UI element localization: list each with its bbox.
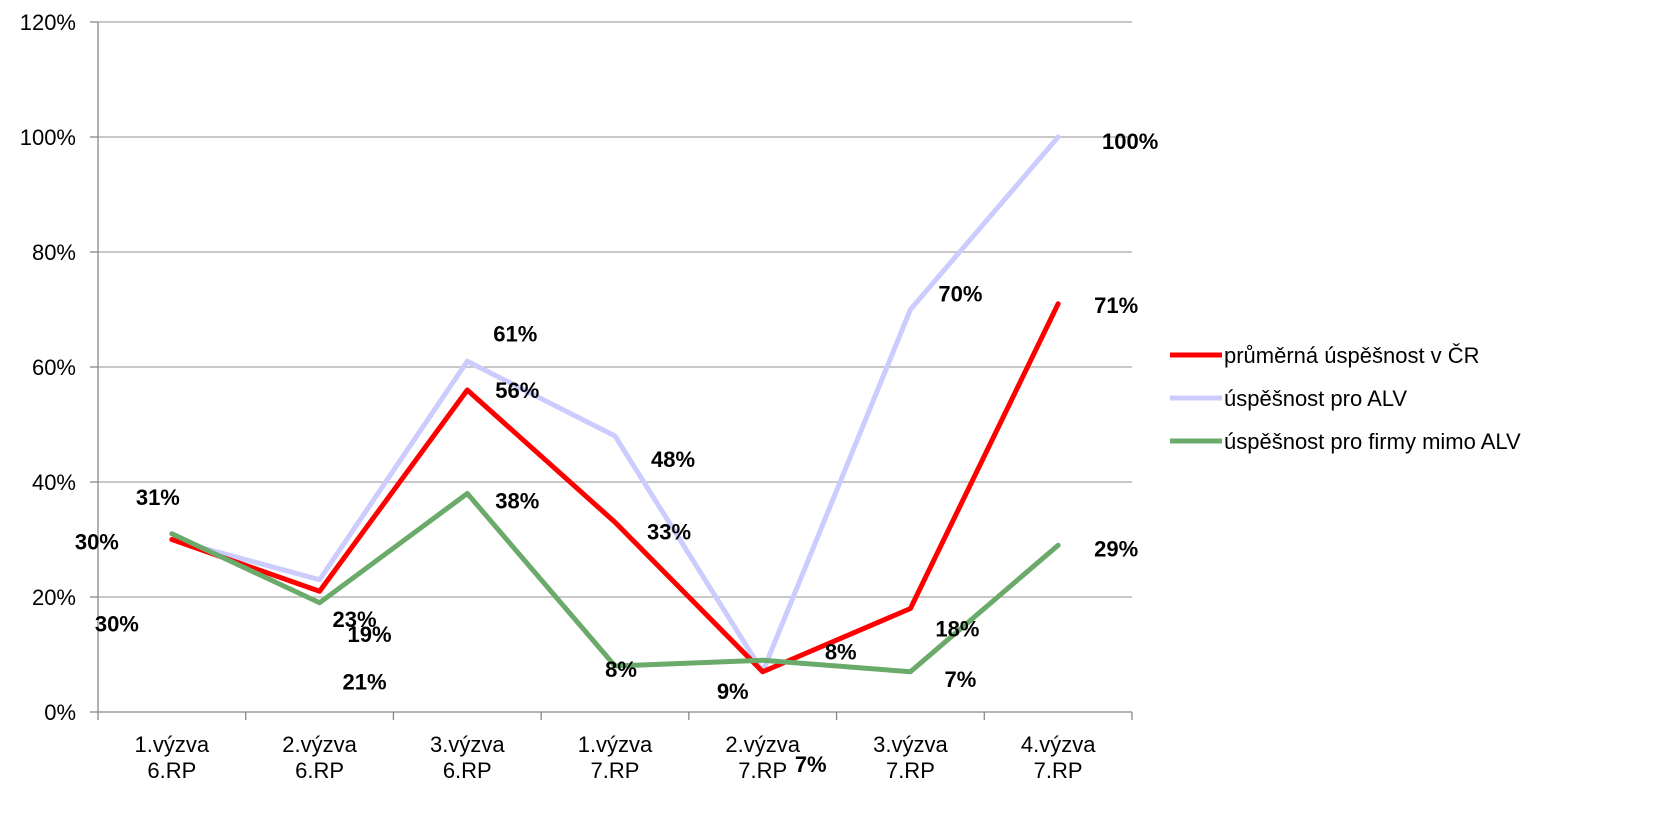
- data-label: 30%: [95, 612, 139, 637]
- x-tick-label-line: 7.RP: [591, 758, 640, 783]
- data-label: 56%: [495, 378, 539, 403]
- axes: [90, 21, 1133, 720]
- series-line-1: [169, 134, 1061, 675]
- data-label: 29%: [1094, 536, 1138, 561]
- data-label: 8%: [605, 657, 637, 682]
- y-axis-ticks: 0% 20% 40% 60% 80% 100% 120%: [20, 10, 76, 725]
- data-label: 7%: [795, 752, 827, 777]
- data-label: 23%: [333, 607, 377, 632]
- series-line-0: [169, 301, 1061, 675]
- data-label: 70%: [938, 282, 982, 307]
- x-tick-label: 3.výzva 7.RP: [873, 732, 948, 783]
- x-tick-label: 1.výzva 7.RP: [578, 732, 653, 783]
- x-axis-ticks: 1.výzva 6.RP2.výzva 6.RP3.výzva 6.RP1.výzva…: [135, 732, 1097, 783]
- x-tick-label-line: 1.výzva: [578, 732, 653, 757]
- data-label: 19%: [348, 622, 392, 647]
- y-tick-label: 100%: [20, 125, 76, 150]
- data-label: 33%: [647, 519, 691, 544]
- x-tick-label: 2.výzva 7.RP: [725, 732, 800, 783]
- y-tick-label: 20%: [32, 585, 76, 610]
- x-tick-label-line: 3.výzva: [430, 732, 505, 757]
- legend-label: průměrná úspěšnost v ČR: [1224, 343, 1480, 368]
- x-tick-label-line: 6.RP: [295, 758, 344, 783]
- data-label: 61%: [493, 321, 537, 346]
- x-tick-label: 1.výzva 6.RP: [135, 732, 210, 783]
- data-label: 9%: [717, 679, 749, 704]
- gridlines: [98, 21, 1132, 598]
- x-tick-label: 2.výzva 6.RP: [282, 732, 357, 783]
- x-tick-label: 4.výzva 7.RP: [1021, 732, 1096, 783]
- x-tick-label-line: 7.RP: [886, 758, 935, 783]
- data-label: 7%: [945, 667, 977, 692]
- data-label: 48%: [651, 447, 695, 472]
- legend: průměrná úspěšnost v ČR úspěšnost pro ALV…: [1170, 343, 1521, 454]
- series-line-2: [169, 491, 1061, 675]
- data-label: 100%: [1102, 129, 1158, 154]
- x-tick-label-line: 7.RP: [738, 758, 787, 783]
- y-tick-label: 40%: [32, 470, 76, 495]
- x-tick-label-line: 2.výzva: [282, 732, 357, 757]
- x-tick-label-line: 1.výzva: [135, 732, 210, 757]
- series-lines: [169, 134, 1061, 675]
- data-label: 31%: [136, 485, 180, 510]
- x-tick-label-line: 2.výzva: [725, 732, 800, 757]
- x-tick-label-line: 6.RP: [147, 758, 196, 783]
- legend-label: úspěšnost pro firmy mimo ALV: [1224, 429, 1521, 454]
- data-label: 71%: [1094, 293, 1138, 318]
- data-label: 18%: [935, 617, 979, 642]
- x-tick-label: 3.výzva 6.RP: [430, 732, 505, 783]
- data-label: 38%: [495, 489, 539, 514]
- x-tick-label-line: 3.výzva: [873, 732, 948, 757]
- x-tick-label-line: 7.RP: [1034, 758, 1083, 783]
- data-labels: 30% 21% 56% 33% 7% 18% 71% 30% 23% 61% 48% 9% 70% 100…: [75, 129, 1158, 777]
- legend-label: úspěšnost pro ALV: [1224, 386, 1407, 411]
- y-tick-label: 120%: [20, 10, 76, 35]
- y-tick-label: 80%: [32, 240, 76, 265]
- x-tick-label-line: 4.výzva: [1021, 732, 1096, 757]
- data-label: 30%: [75, 530, 119, 555]
- y-tick-label: 60%: [32, 355, 76, 380]
- x-tick-label-line: 6.RP: [443, 758, 492, 783]
- data-label: 8%: [825, 639, 857, 664]
- data-label: 21%: [343, 669, 387, 694]
- y-tick-label: 0%: [44, 700, 76, 725]
